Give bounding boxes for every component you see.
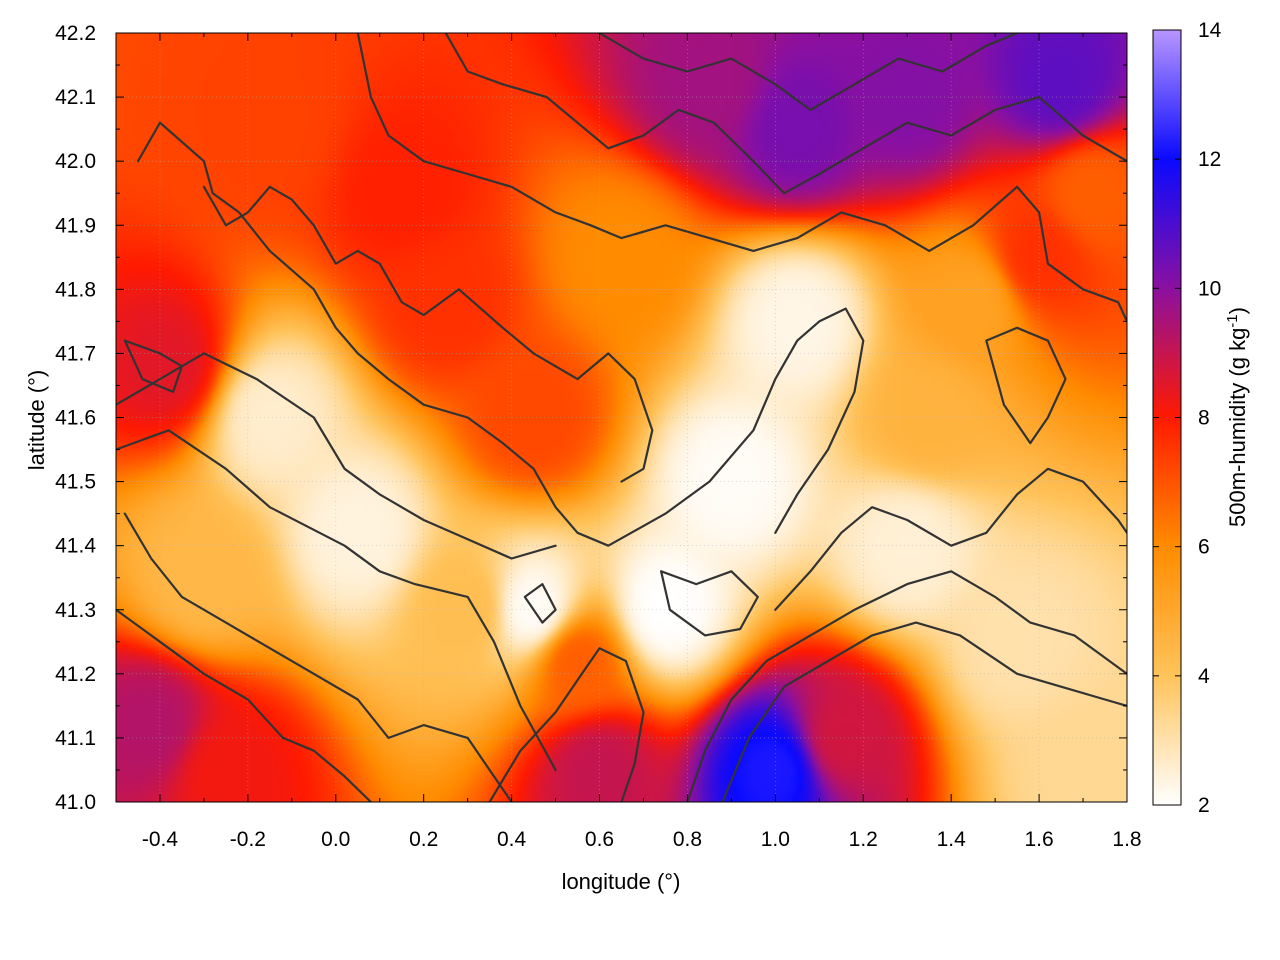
colorbar-tick-label: 14: [1198, 19, 1222, 42]
y-axis-label: latitude (°): [24, 370, 49, 471]
y-tick-label: 41.4: [55, 535, 96, 558]
colorbar-tick-label: 4: [1198, 665, 1210, 688]
contour-line: [136, 121, 865, 547]
x-tick-label: -0.2: [230, 828, 266, 851]
colorbar-tick-label: 8: [1198, 407, 1210, 430]
contour-line: [523, 583, 557, 624]
y-axis-ticks: 41.0 41.1 41.2 41.3 41.4 41.5 41.6 41.7 41.8 41.9…: [55, 22, 1127, 814]
colorbar-tick-label: 10: [1198, 277, 1221, 300]
contour-line: [660, 570, 759, 637]
y-tick-label: 42.2: [55, 22, 96, 45]
contour-line: [598, 33, 1019, 111]
x-tick-label: -0.4: [142, 828, 179, 851]
contour-line: [116, 352, 557, 560]
y-tick-label: 41.8: [55, 278, 96, 301]
contour-line: [356, 33, 1127, 323]
y-tick-label: 41.3: [55, 599, 96, 622]
contour-lines: [116, 33, 1127, 802]
contour-line: [116, 429, 557, 772]
y-tick-label: 41.9: [55, 214, 96, 237]
x-tick-label: 0.4: [497, 828, 527, 851]
y-tick-label: 41.6: [55, 407, 96, 430]
x-tick-label: 0.8: [673, 828, 702, 851]
colorbar-tick-label: 6: [1198, 536, 1210, 559]
contour-line: [123, 512, 513, 802]
contour-line: [774, 467, 1127, 611]
colorbar: 2 4 6 8 10 12 14 500m-humidity (g kg-1): [1152, 19, 1250, 817]
contour-line: [686, 570, 1127, 802]
contour-line: [116, 608, 372, 802]
x-axis-ticks: -0.4 -0.2 0.0 0.2 0.4 0.6 0.8 1.0 1.2 1.4 1.6 1.8: [142, 33, 1142, 851]
x-tick-label: 0.2: [409, 828, 438, 851]
humidity-field: [116, 33, 1127, 802]
contour-line: [202, 185, 654, 483]
colorbar-tick-label: 2: [1198, 794, 1210, 817]
x-tick-label: 1.4: [937, 828, 967, 851]
contour-line: [123, 339, 183, 393]
x-tick-label: 1.6: [1024, 828, 1053, 851]
plot-area: -0.4 -0.2 0.0 0.2 0.4 0.6 0.8 1.0 1.2 1.4 1.6 1.8 4…: [55, 22, 1141, 851]
colorbar-ticks: 2 4 6 8 10 12 14: [1153, 19, 1222, 817]
y-tick-label: 41.0: [55, 791, 96, 814]
contour-line: [721, 621, 1127, 802]
colorbar-tick-label: 12: [1198, 148, 1221, 171]
y-tick-label: 41.2: [55, 663, 96, 686]
y-tick-label: 41.5: [55, 471, 96, 494]
y-tick-label: 42.0: [55, 150, 96, 173]
y-tick-label: 42.1: [55, 86, 96, 109]
x-tick-label: 1.8: [1112, 828, 1141, 851]
x-tick-label: 1.2: [849, 828, 878, 851]
colorbar-label: 500m-humidity (g kg-1): [1224, 307, 1250, 527]
contour-line: [444, 33, 1127, 195]
y-tick-label: 41.1: [55, 727, 96, 750]
x-tick-label: 0.0: [321, 828, 350, 851]
x-axis-label: longitude (°): [562, 869, 681, 894]
x-tick-label: 0.6: [585, 828, 614, 851]
contour-line: [488, 647, 645, 802]
y-tick-label: 41.7: [55, 342, 96, 365]
x-tick-label: 1.0: [761, 828, 790, 851]
contour-line: [985, 326, 1067, 445]
